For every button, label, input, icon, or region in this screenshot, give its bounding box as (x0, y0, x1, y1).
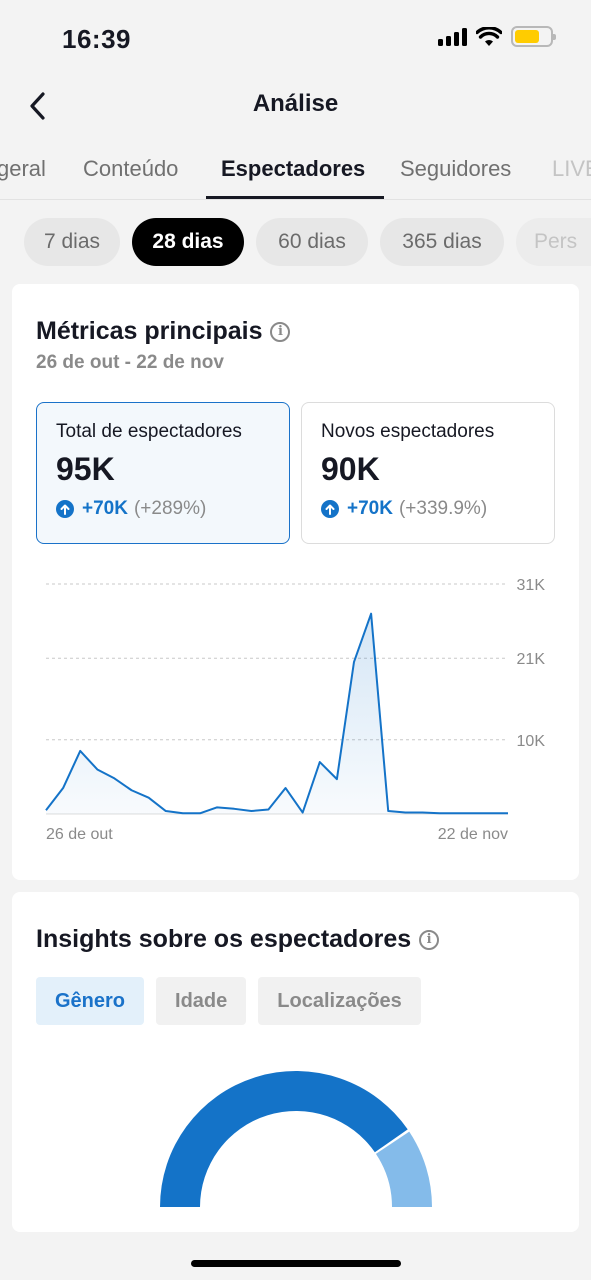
back-button[interactable] (18, 86, 58, 126)
status-time: 16:39 (62, 24, 131, 54)
arrow-up-icon (321, 500, 339, 518)
viewer-insights-card: Insights sobre os espectadores i Gênero … (12, 892, 579, 1232)
active-tab-indicator (206, 196, 384, 199)
new-viewers-change-pct: (+339.9%) (398, 498, 488, 519)
y-axis-tick-label: 21K (517, 651, 546, 668)
tab-conteudo[interactable]: Conteúdo (83, 156, 179, 181)
new-viewers-value: 90K (321, 451, 380, 487)
x-axis-end-label: 22 de nov (438, 826, 508, 843)
tab-seguidores[interactable]: Seguidores (400, 156, 512, 181)
tab-live[interactable]: LIVE (552, 156, 591, 181)
status-bar: 16:39 (0, 0, 591, 80)
total-viewers-change-pct: (+289%) (133, 498, 207, 519)
key-metrics-card: Métricas principais i 26 de out - 22 de … (12, 284, 579, 880)
page-title: Análise (252, 90, 339, 117)
new-viewers-label: Novos espectadores (321, 421, 495, 442)
arrow-up-icon (56, 500, 74, 518)
date-range-selector: 7 dias 28 dias 60 dias 365 dias Pers (0, 218, 591, 266)
analytics-tabs: geral Conteúdo Espectadores Seguidores L… (0, 140, 591, 200)
donut-segment-primary (160, 1071, 408, 1207)
key-metrics-title-row: Métricas principais i (36, 317, 291, 346)
range-365-days[interactable]: 365 dias (380, 218, 504, 266)
total-viewers-change-abs: +70K (82, 498, 128, 519)
total-viewers-card[interactable]: Total de espectadores 95K +70K (+289%) (36, 402, 290, 544)
new-viewers-change-abs: +70K (347, 498, 393, 519)
status-icons (438, 26, 556, 47)
new-viewers-change: +70K (+339.9%) (321, 498, 554, 520)
range-60-days[interactable]: 60 dias (256, 218, 368, 266)
x-axis-start-label: 26 de out (46, 826, 113, 843)
total-viewers-change: +70K (+289%) (56, 498, 289, 520)
metrics-date-range: 26 de out - 22 de nov (36, 352, 224, 373)
info-icon[interactable]: i (270, 321, 291, 342)
donut-segment-secondary (375, 1131, 432, 1207)
info-icon[interactable]: i (419, 929, 440, 950)
insights-tabs: Gênero Idade Localizações (36, 977, 421, 1025)
tab-localizacoes[interactable]: Localizações (258, 977, 421, 1025)
tab-espectadores[interactable]: Espectadores (221, 156, 366, 181)
gender-donut-chart[interactable] (160, 1067, 432, 1207)
wifi-icon (476, 26, 502, 46)
viewers-area-chart[interactable]: 10K 21K 31K 26 de out 22 de nov (12, 564, 579, 854)
range-custom[interactable]: Pers (516, 218, 591, 266)
total-viewers-label: Total de espectadores (56, 421, 242, 442)
range-28-days[interactable]: 28 dias (132, 218, 244, 266)
tab-genero[interactable]: Gênero (36, 977, 145, 1025)
chart-area-fill (46, 613, 508, 814)
key-metrics-title: Métricas principais (36, 317, 263, 345)
nav-bar: Análise (0, 80, 591, 132)
new-viewers-card[interactable]: Novos espectadores 90K +70K (+339.9%) (301, 402, 555, 544)
y-axis-tick-label: 31K (517, 577, 546, 594)
y-axis-tick-label: 10K (517, 733, 546, 750)
chevron-left-icon (30, 92, 45, 120)
cellular-signal-icon (438, 27, 467, 46)
battery-icon (511, 26, 556, 47)
tab-geral[interactable]: geral (0, 156, 46, 181)
chart-series-line (45, 612, 508, 815)
total-viewers-value: 95K (56, 451, 115, 487)
insights-title-row: Insights sobre os espectadores i (36, 925, 440, 954)
insights-title: Insights sobre os espectadores (36, 925, 412, 953)
tab-idade[interactable]: Idade (156, 977, 247, 1025)
home-indicator (191, 1260, 401, 1267)
range-7-days[interactable]: 7 dias (24, 218, 120, 266)
